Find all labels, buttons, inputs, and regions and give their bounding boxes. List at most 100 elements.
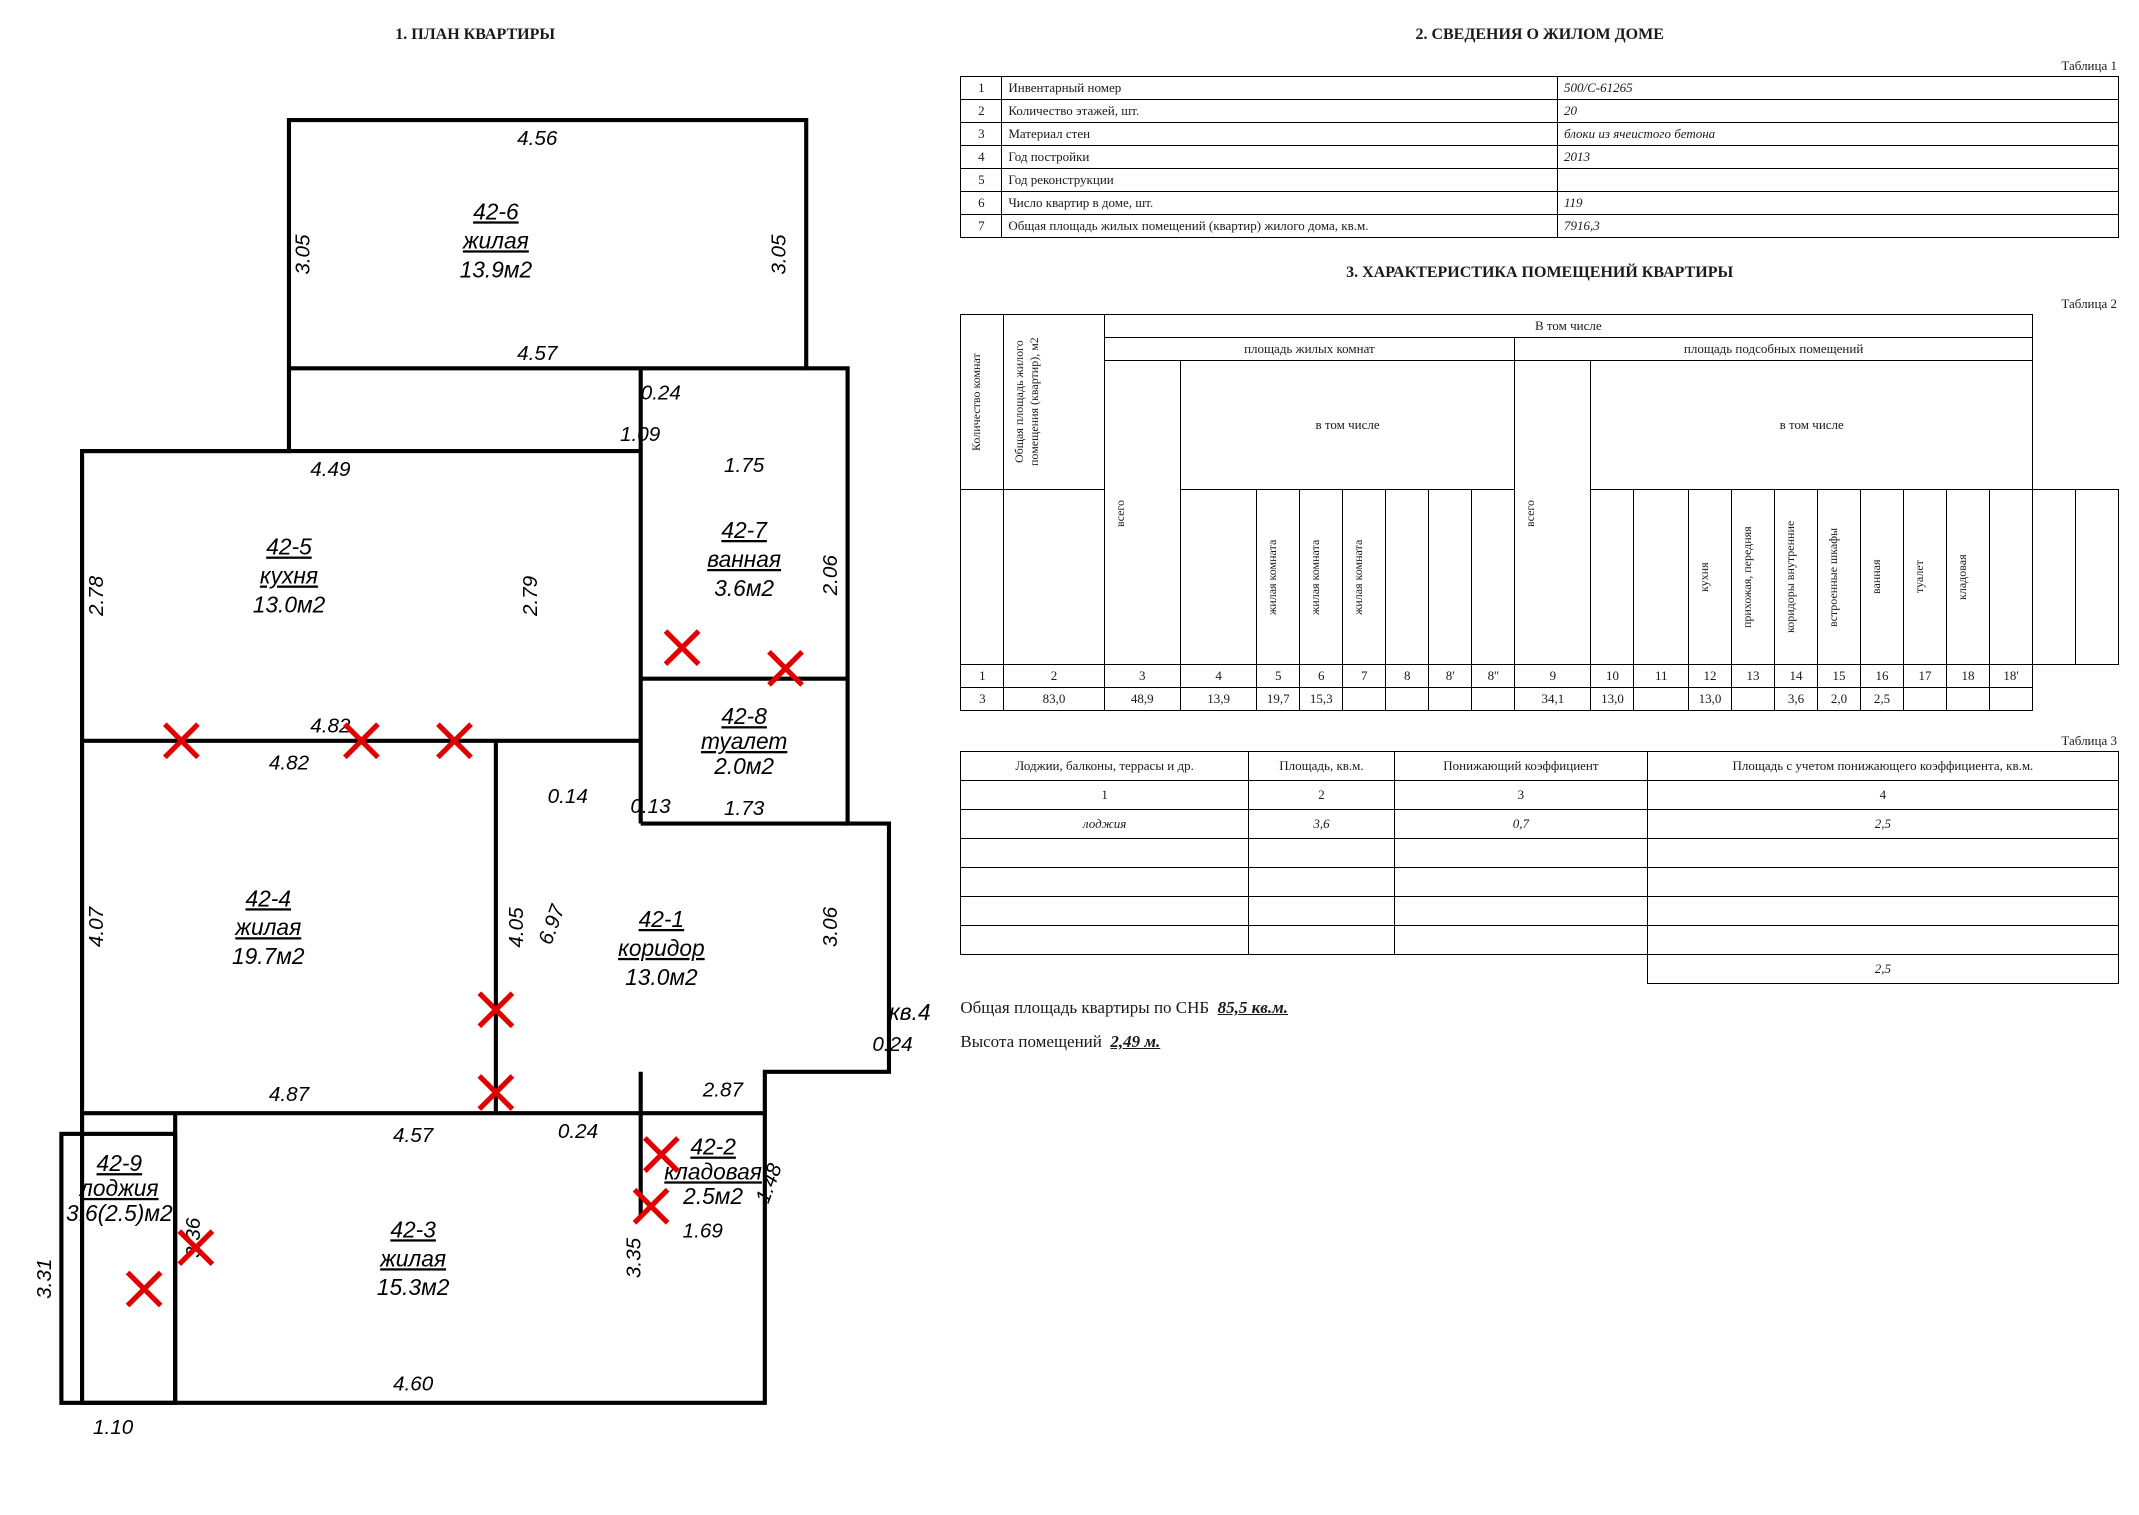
floor-plan-section: 1. ПЛАН КВАРТИРЫ 42-6 жилая 13.9м2 4.56	[20, 20, 930, 1470]
col-header: всего	[1111, 429, 1130, 597]
col-header: туалет	[1910, 493, 1929, 661]
dim: 0.14	[548, 785, 588, 808]
svg-text:1.10: 1.10	[93, 1416, 134, 1439]
svg-text:кладовая: кладовая	[664, 1158, 762, 1184]
table-total: 2,5	[1647, 955, 2118, 984]
total-area-line: Общая площадь квартиры по СНБ 85,5 кв.м.	[960, 998, 2119, 1018]
table3-caption: Таблица 3	[960, 733, 2117, 749]
svg-text:3.6м2: 3.6м2	[714, 575, 774, 601]
floor-plan: 42-6 жилая 13.9м2 4.56 4.57 3.05 3.05 42…	[20, 58, 930, 1470]
svg-text:13.0м2: 13.0м2	[253, 591, 326, 617]
svg-text:3.6(2.5)м2: 3.6(2.5)м2	[66, 1200, 173, 1226]
col-header: жилая комната	[1306, 493, 1325, 661]
room-42-3: 42-3 жилая 15.3м2 4.57 4.60 3.35	[377, 1124, 646, 1395]
dim: 0.13	[630, 795, 671, 818]
col-header: кладовая	[1953, 493, 1972, 661]
col-header: жилая комната	[1349, 493, 1368, 661]
svg-text:6.97: 6.97	[534, 900, 570, 947]
svg-text:2.5м2: 2.5м2	[682, 1183, 743, 1209]
dim: 1.09	[620, 423, 661, 446]
table-row	[961, 839, 2119, 868]
apartment-label: кв.42	[889, 999, 930, 1025]
svg-text:42-1: 42-1	[639, 906, 685, 932]
col-header: всего	[1521, 429, 1540, 597]
table1-caption: Таблица 1	[960, 58, 2117, 74]
svg-text:1.69: 1.69	[683, 1219, 724, 1242]
svg-text:кухня: кухня	[260, 563, 318, 589]
right-column: 2. СВЕДЕНИЯ О ЖИЛОМ ДОМЕ Таблица 1 1Инве…	[960, 20, 2119, 1470]
svg-text:1.75: 1.75	[724, 454, 765, 477]
col-group: В том числе	[1104, 315, 2032, 338]
svg-text:42-2: 42-2	[690, 1134, 736, 1160]
table-row	[961, 868, 2119, 897]
height-line: Высота помещений 2,49 м.	[960, 1032, 2119, 1052]
svg-text:4.57: 4.57	[393, 1124, 435, 1147]
table-row: 2Количество этажей, шт.20	[961, 100, 2119, 123]
svg-text:1.73: 1.73	[724, 797, 765, 820]
col-header: кухня	[1695, 493, 1714, 661]
floor-plan-svg: 42-6 жилая 13.9м2 4.56 4.57 3.05 3.05 42…	[20, 58, 930, 1465]
section2-title: 2. СВЕДЕНИЯ О ЖИЛОМ ДОМЕ	[960, 26, 2119, 44]
section3-title: 3. ХАРАКТЕРИСТИКА ПОМЕЩЕНИЙ КВАРТИРЫ	[960, 264, 2119, 282]
dim: 0.24	[641, 381, 681, 404]
room-42-4: 42-4 жилая 19.7м2 4.82 4.87 4.07	[85, 752, 311, 1106]
col-header: встроенные шкафы	[1824, 493, 1843, 661]
dim: 4.05	[505, 907, 528, 948]
col-header: Общая площадь жилого помещения (квартир)…	[1010, 318, 1044, 486]
room-42-8: 42-8 туалет 2.0м2 1.73	[701, 703, 787, 820]
svg-text:42-8: 42-8	[721, 703, 767, 729]
svg-text:4.07: 4.07	[85, 905, 108, 947]
svg-text:ванная: ванная	[707, 546, 781, 572]
svg-text:2.06: 2.06	[819, 555, 842, 597]
svg-text:2.0м2: 2.0м2	[713, 753, 774, 779]
svg-text:3.31: 3.31	[33, 1259, 56, 1299]
svg-text:4.57: 4.57	[517, 342, 559, 365]
table-row: 1Инвентарный номер500/С-61265	[961, 77, 2119, 100]
svg-text:2.78: 2.78	[85, 575, 108, 617]
section1-title: 1. ПЛАН КВАРТИРЫ	[20, 26, 930, 44]
svg-text:3.06: 3.06	[819, 906, 842, 947]
svg-text:3.05: 3.05	[292, 234, 315, 275]
svg-text:19.7м2: 19.7м2	[232, 943, 305, 969]
table-row	[961, 926, 2119, 955]
table-row: 1234	[961, 781, 2119, 810]
svg-text:2.79: 2.79	[519, 575, 542, 617]
table-row: 123456788'8''910111213141516171818'	[961, 665, 2119, 688]
col-subgroup: в том числе	[1180, 361, 1514, 490]
col-header: прихожая, передняя	[1738, 493, 1757, 661]
table-row: 7Общая площадь жилых помещений (квартир)…	[961, 215, 2119, 238]
table2-caption: Таблица 2	[960, 296, 2117, 312]
svg-text:13.0м2: 13.0м2	[625, 964, 698, 990]
table-row	[961, 897, 2119, 926]
building-info-table: 1Инвентарный номер500/С-612652Количество…	[960, 76, 2119, 238]
table-row: Лоджии, балконы, террасы и др.Площадь, к…	[961, 752, 2119, 781]
col-subgroup: в том числе	[1591, 361, 2033, 490]
table-row: 383,048,913,919,715,334,113,013,03,62,02…	[961, 688, 2119, 711]
svg-text:42-7: 42-7	[721, 517, 768, 543]
svg-text:42-9: 42-9	[97, 1150, 143, 1176]
table-row: 4Год постройки2013	[961, 146, 2119, 169]
svg-text:туалет: туалет	[701, 728, 787, 754]
svg-text:42-6: 42-6	[473, 198, 519, 224]
svg-text:15.3м2: 15.3м2	[377, 1274, 450, 1300]
room-42-5: 42-5 кухня 13.0м2 4.49 4.82 2.78 2.79	[85, 458, 542, 738]
col-group: площадь подсобных помещений	[1515, 338, 2033, 361]
table-row: лоджия3,60,72,5	[961, 810, 2119, 839]
svg-text:42-4: 42-4	[246, 885, 292, 911]
room-42-1: 42-1 коридор 13.0м2 6.97 3.06	[534, 900, 842, 989]
svg-text:3.05: 3.05	[768, 234, 791, 275]
table-row: 2,5	[961, 955, 2119, 984]
svg-text:4.49: 4.49	[310, 458, 351, 481]
table-row: 6Число квартир в доме, шт.119	[961, 192, 2119, 215]
svg-text:лоджия: лоджия	[78, 1175, 159, 1201]
dim: 0.24	[558, 1120, 598, 1143]
svg-text:коридор: коридор	[618, 935, 705, 961]
svg-text:4.60: 4.60	[393, 1372, 434, 1395]
room-42-6: 42-6 жилая 13.9м2 4.56 4.57 3.05 3.05	[292, 127, 791, 365]
svg-text:13.9м2: 13.9м2	[460, 256, 533, 282]
table-row: 3Материал стенблоки из ячеистого бетона	[961, 123, 2119, 146]
svg-text:4.56: 4.56	[517, 127, 558, 150]
table-row: 5Год реконструкции	[961, 169, 2119, 192]
svg-text:4.87: 4.87	[269, 1083, 311, 1106]
svg-text:4.82: 4.82	[269, 752, 310, 775]
